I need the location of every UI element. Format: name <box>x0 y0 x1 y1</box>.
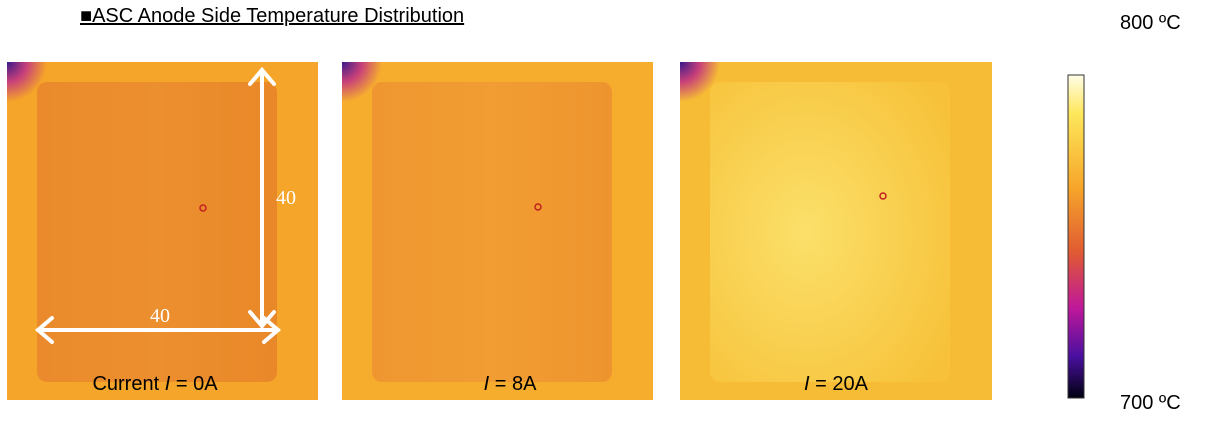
dimension-label: 40 <box>150 305 170 327</box>
panel-label: Current I = 0A <box>92 373 218 395</box>
colorbar <box>1067 74 1085 399</box>
title: ■ASC Anode Side Temperature Distribution <box>80 5 464 27</box>
thermal-image <box>680 62 992 400</box>
dimension-arrows <box>34 66 282 344</box>
colorbar-min-label: 700 ºC <box>1120 392 1181 414</box>
dimension-label: 40 <box>276 187 296 209</box>
colorbar-max-label: 800 ºC <box>1120 12 1181 34</box>
thermal-image <box>7 62 318 400</box>
panel-label: I = 8A <box>484 373 537 395</box>
panel-label: I = 20A <box>804 373 869 395</box>
thermal-image <box>342 62 653 400</box>
